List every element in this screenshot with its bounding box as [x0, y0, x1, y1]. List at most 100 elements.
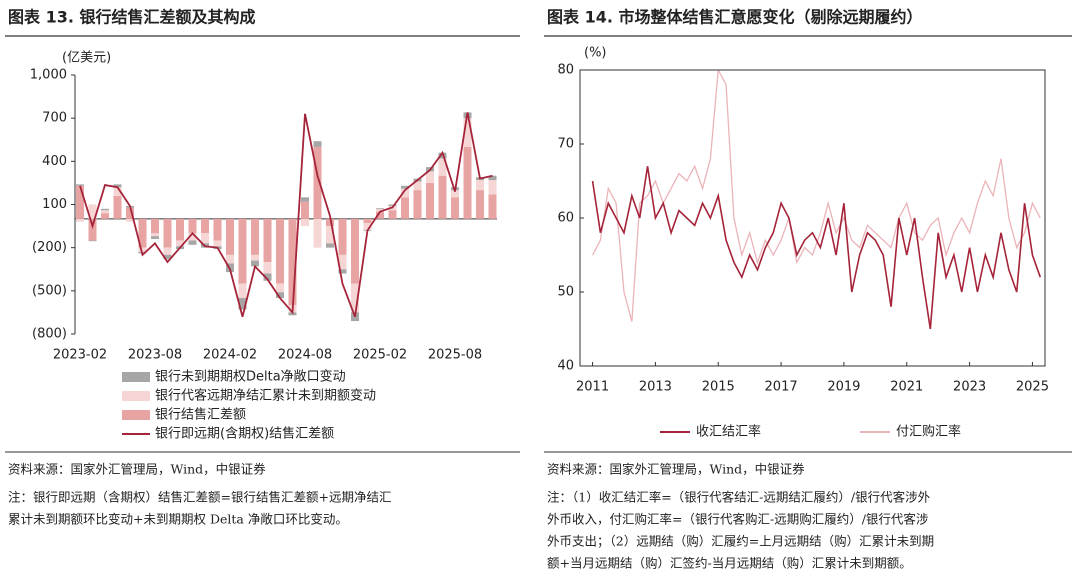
bar [76, 218, 84, 222]
y-tick-label: 70 [557, 137, 574, 152]
bar [313, 218, 322, 248]
bar [401, 188, 409, 198]
y-axis-label: (亿美元) [62, 51, 111, 66]
legend-swatch [122, 372, 150, 382]
bar [238, 298, 247, 310]
x-tick-label: 2025-08 [428, 348, 482, 363]
chart-title: 图表 14. 市场整体结售汇意愿变化（剔除远期履约） [547, 8, 923, 27]
bar [326, 226, 334, 244]
x-tick-label: 2021 [890, 380, 923, 395]
legend-label: 银行代客远期净结汇累计未到期额变动 [155, 388, 376, 404]
bar [376, 208, 384, 212]
x-tick-label: 2017 [765, 380, 798, 395]
bar [351, 283, 359, 313]
bar [201, 218, 209, 234]
bar [188, 240, 197, 245]
note: 累计未到期额环比变动+未到期期权 Delta 净敞口环比变动。 [8, 512, 348, 527]
bar [276, 292, 284, 299]
bar [363, 223, 372, 231]
x-tick-label: 2025-02 [353, 348, 407, 363]
y-tick-label: 1,000 [30, 68, 67, 83]
legend-label: 付汇购汇率 [896, 424, 961, 440]
y-tick-label: 100 [42, 197, 67, 212]
note: 外币支出；（2）远期结（购）汇履约=上月远期结（购）汇累计未到期 [547, 534, 934, 549]
bar [488, 194, 497, 219]
bar [76, 185, 84, 219]
bar [251, 260, 259, 267]
bar [288, 218, 297, 306]
bar [101, 210, 109, 214]
bar [301, 218, 309, 227]
bar [76, 184, 84, 186]
bar [213, 218, 222, 241]
legend-swatch [122, 391, 150, 401]
y-tick-label: 80 [557, 63, 574, 78]
note: 注：银行即远期（含期权）结售汇差额=银行结售汇差额+远期净结汇 [8, 490, 391, 505]
bar [313, 146, 322, 219]
bar [163, 247, 172, 255]
x-tick-label: 2024-08 [278, 348, 332, 363]
source: 资料来源：国家外汇管理局，Wind，中银证券 [547, 462, 805, 477]
legend-swatch [122, 410, 150, 420]
bar [263, 273, 272, 281]
bar [176, 240, 184, 247]
y-tick-label: (500) [32, 283, 67, 298]
x-tick-label: 2011 [576, 380, 609, 395]
bar [438, 175, 447, 219]
chart-title: 图表 13. 银行结售汇差额及其构成 [8, 8, 256, 27]
bar [488, 175, 497, 181]
y-tick-label: (200) [32, 240, 67, 255]
bar [226, 218, 234, 255]
bar [488, 180, 497, 195]
bar [263, 262, 272, 274]
bar [401, 185, 409, 189]
x-tick-label: 2019 [827, 380, 860, 395]
bar [251, 218, 259, 255]
bar [276, 283, 284, 293]
x-tick-label: 2025 [1016, 380, 1049, 395]
bar [113, 184, 122, 188]
line [591, 166, 1042, 330]
bar [288, 312, 297, 316]
bar [301, 201, 309, 219]
bar [338, 218, 347, 255]
bar [438, 158, 447, 176]
bar [376, 208, 384, 209]
y-tick-label: 60 [557, 211, 574, 226]
bar [363, 218, 372, 224]
bar [88, 240, 97, 242]
bar [88, 204, 97, 219]
y-tick-label: 50 [557, 285, 574, 300]
bar [388, 204, 397, 206]
bar [451, 197, 459, 219]
bar [163, 218, 172, 248]
bar [263, 218, 272, 263]
bar [88, 218, 97, 241]
bar [151, 218, 159, 234]
bar [138, 247, 147, 252]
bar [326, 243, 334, 248]
bar [413, 181, 422, 191]
bar [113, 187, 122, 196]
source: 资料来源：国家外汇管理局，Wind，中银证券 [8, 462, 266, 477]
note: 注：（1）收汇结汇率=（银行代客结汇-远期结汇履约）/银行代客涉外 [547, 490, 931, 505]
bar [226, 254, 234, 264]
bar [326, 218, 334, 227]
legend-label: 银行结售汇差额 [155, 407, 246, 423]
note: 外币收入，付汇购汇率=（银行代客购汇-远期购汇履约）/银行代客涉 [547, 512, 928, 527]
legend-label: 银行未到期期权Delta净敞口变动 [155, 369, 346, 385]
x-tick-label: 2023-02 [53, 348, 107, 363]
x-tick-label: 2015 [702, 380, 735, 395]
bar [426, 182, 434, 219]
bar [476, 180, 484, 191]
bar [338, 254, 347, 270]
bar [376, 211, 384, 219]
y-tick-label: 700 [42, 111, 67, 126]
bar [101, 213, 109, 219]
bar [213, 240, 222, 247]
bar [301, 197, 309, 202]
y-tick-label: 400 [42, 154, 67, 169]
bar [401, 197, 409, 219]
x-tick-label: 2023-08 [128, 348, 182, 363]
